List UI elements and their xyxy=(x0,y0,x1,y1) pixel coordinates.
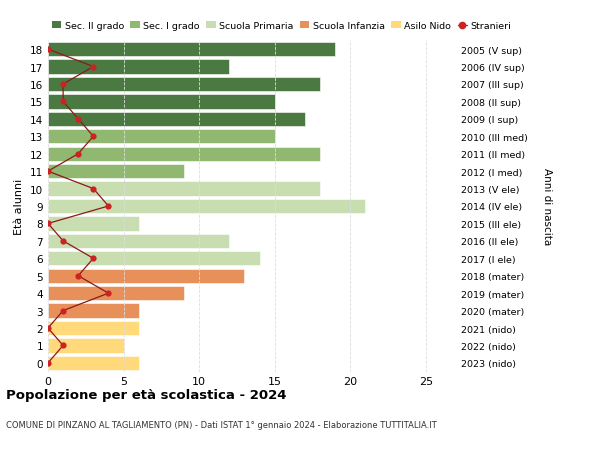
Bar xyxy=(48,60,229,74)
Bar xyxy=(48,217,139,231)
Bar xyxy=(48,130,275,144)
Bar xyxy=(48,182,320,196)
Text: COMUNE DI PINZANO AL TAGLIAMENTO (PN) - Dati ISTAT 1° gennaio 2024 - Elaborazion: COMUNE DI PINZANO AL TAGLIAMENTO (PN) - … xyxy=(6,420,437,429)
Bar xyxy=(48,286,184,301)
Bar xyxy=(48,112,305,127)
Bar xyxy=(48,199,365,214)
Bar xyxy=(48,304,139,318)
Bar xyxy=(48,339,124,353)
Y-axis label: Età alunni: Età alunni xyxy=(14,179,25,235)
Bar xyxy=(48,43,335,57)
Bar xyxy=(48,356,139,370)
Bar xyxy=(48,147,320,162)
Y-axis label: Anni di nascita: Anni di nascita xyxy=(542,168,551,245)
Bar xyxy=(48,252,260,266)
Bar xyxy=(48,165,184,179)
Bar xyxy=(48,95,275,109)
Text: Popolazione per età scolastica - 2024: Popolazione per età scolastica - 2024 xyxy=(6,388,287,401)
Bar xyxy=(48,78,320,92)
Bar xyxy=(48,321,139,336)
Legend: Sec. II grado, Sec. I grado, Scuola Primaria, Scuola Infanzia, Asilo Nido, Stran: Sec. II grado, Sec. I grado, Scuola Prim… xyxy=(48,18,515,35)
Bar xyxy=(48,269,244,283)
Bar xyxy=(48,234,229,248)
